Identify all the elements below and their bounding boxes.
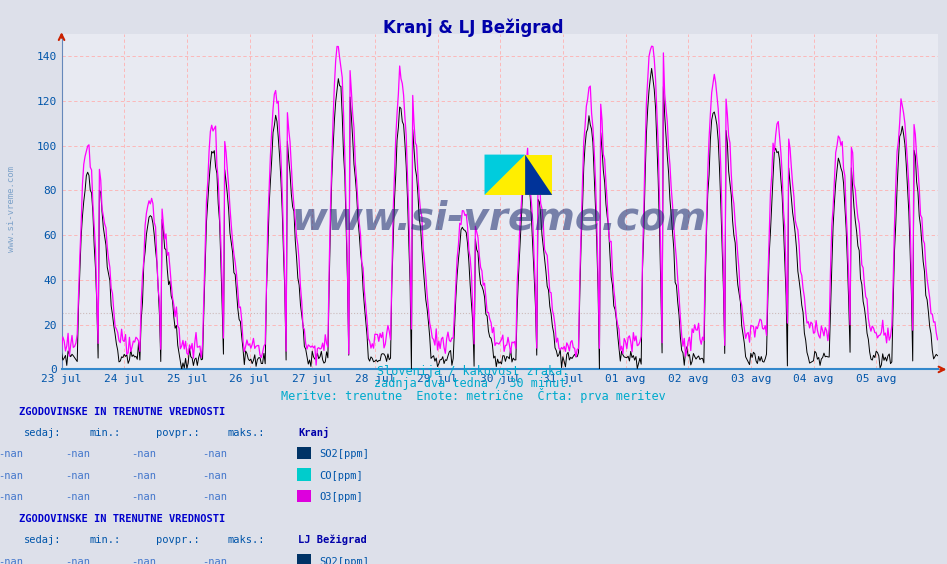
Text: min.:: min.: (90, 428, 121, 438)
Text: SO2[ppm]: SO2[ppm] (319, 450, 369, 460)
Text: -nan: -nan (203, 557, 227, 564)
Text: povpr.:: povpr.: (156, 428, 200, 438)
Text: ZGODOVINSKE IN TRENUTNE VREDNOSTI: ZGODOVINSKE IN TRENUTNE VREDNOSTI (19, 407, 225, 417)
Text: -nan: -nan (0, 471, 24, 481)
Text: ZGODOVINSKE IN TRENUTNE VREDNOSTI: ZGODOVINSKE IN TRENUTNE VREDNOSTI (19, 514, 225, 524)
Text: sedaj:: sedaj: (24, 428, 62, 438)
Text: -nan: -nan (132, 557, 156, 564)
Text: -nan: -nan (132, 450, 156, 460)
Text: -nan: -nan (203, 450, 227, 460)
Text: -nan: -nan (203, 471, 227, 481)
Text: maks.:: maks.: (227, 535, 265, 545)
Text: zadnja dva tedna / 30 minut.: zadnja dva tedna / 30 minut. (374, 377, 573, 390)
Text: -nan: -nan (65, 471, 90, 481)
Text: SO2[ppm]: SO2[ppm] (319, 557, 369, 564)
Text: www.si-vreme.com: www.si-vreme.com (292, 200, 707, 237)
Text: Kranj: Kranj (298, 427, 330, 438)
Text: O3[ppm]: O3[ppm] (319, 492, 363, 503)
Text: -nan: -nan (203, 492, 227, 503)
Text: min.:: min.: (90, 535, 121, 545)
Text: Slovenija / kakovost zraka.: Slovenija / kakovost zraka. (377, 365, 570, 378)
Text: -nan: -nan (65, 492, 90, 503)
Text: -nan: -nan (65, 557, 90, 564)
Text: sedaj:: sedaj: (24, 535, 62, 545)
Text: -nan: -nan (0, 450, 24, 460)
Text: maks.:: maks.: (227, 428, 265, 438)
Text: -nan: -nan (132, 471, 156, 481)
Text: -nan: -nan (132, 492, 156, 503)
Text: www.si-vreme.com: www.si-vreme.com (7, 166, 16, 252)
Text: Kranj & LJ Bežigrad: Kranj & LJ Bežigrad (384, 18, 563, 37)
Text: povpr.:: povpr.: (156, 535, 200, 545)
Text: CO[ppm]: CO[ppm] (319, 471, 363, 481)
Text: LJ Bežigrad: LJ Bežigrad (298, 535, 367, 545)
Text: -nan: -nan (65, 450, 90, 460)
Text: -nan: -nan (0, 492, 24, 503)
Text: Meritve: trenutne  Enote: metrične  Črta: prva meritev: Meritve: trenutne Enote: metrične Črta: … (281, 388, 666, 403)
Text: -nan: -nan (0, 557, 24, 564)
